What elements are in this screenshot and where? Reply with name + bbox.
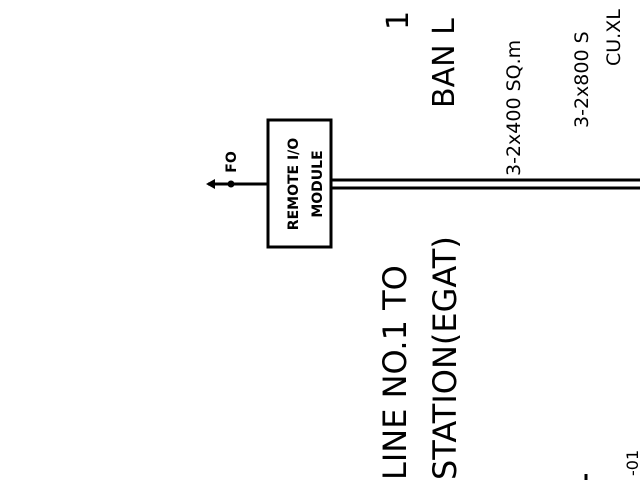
line-description-2: STATION(EGAT) <box>426 236 464 480</box>
fiber-node-dot <box>227 180 235 188</box>
cable-spec-1: 3-2x400 SQ.m <box>503 40 525 176</box>
cable-spec-2-sub: CU.XL <box>603 9 625 66</box>
module-label-line-2: MODULE <box>310 150 326 217</box>
cable-spec-2: 3-2x800 S <box>571 31 593 128</box>
edge-fragment: -01 <box>623 450 640 476</box>
title-fragment-2: BAN L <box>427 18 462 108</box>
fiber-arrow-icon <box>206 179 215 189</box>
line-description-1: LINE NO.1 TO <box>376 265 414 480</box>
module-label-line-1: REMOTE I/O <box>286 138 302 230</box>
fiber-label: FO <box>224 151 240 173</box>
title-fragment-1: 1 1 <box>381 0 416 30</box>
